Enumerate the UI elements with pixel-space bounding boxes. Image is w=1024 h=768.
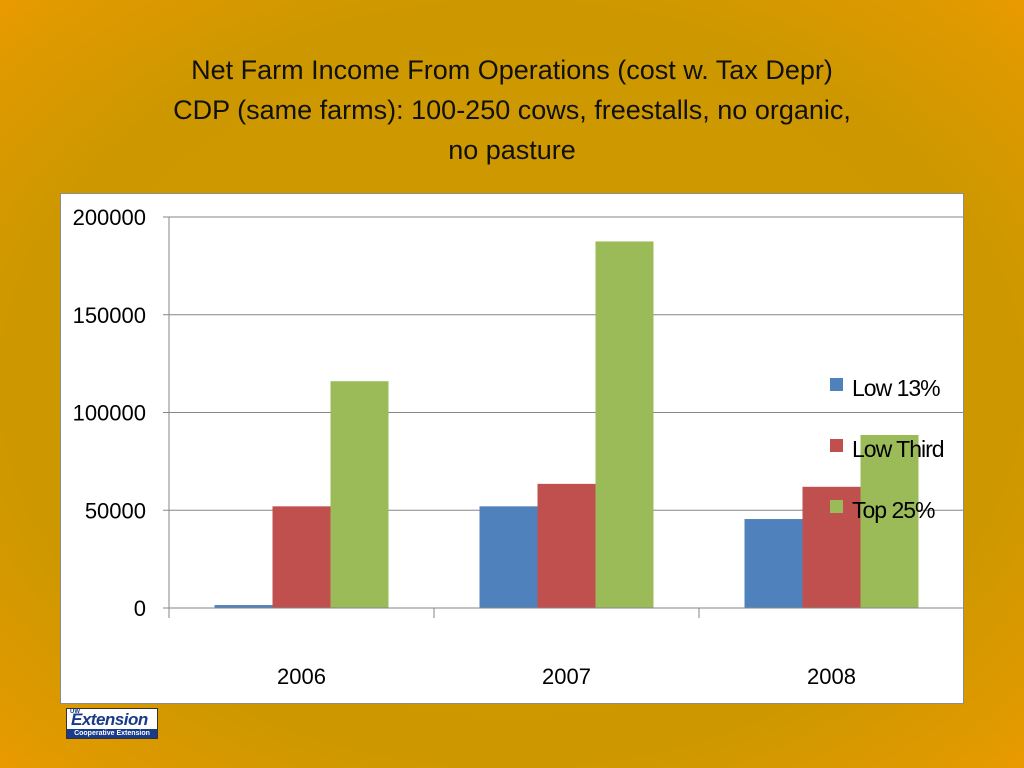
bar-low-third-2007 bbox=[537, 483, 596, 608]
bar-low-13--2007 bbox=[479, 506, 538, 608]
title-line-2: CDP (same farms): 100-250 cows, freestal… bbox=[173, 95, 851, 125]
bar-top-25--2008 bbox=[860, 434, 919, 608]
slide-title: Net Farm Income From Operations (cost w.… bbox=[40, 50, 984, 170]
logo-cooperative-text: Cooperative Extension bbox=[67, 729, 157, 738]
y-tick-label-100000: 100000 bbox=[73, 401, 146, 426]
logo-extension-text: Extension bbox=[71, 710, 148, 729]
bar-top-25--2006 bbox=[330, 381, 389, 608]
bar-low-third-2006 bbox=[272, 506, 331, 608]
uw-extension-logo: UW Extension Cooperative Extension bbox=[66, 708, 158, 739]
y-tick-label-150000: 150000 bbox=[73, 303, 146, 328]
y-tick-label-200000: 200000 bbox=[73, 205, 146, 230]
legend-label-low-third: Low Third bbox=[852, 436, 944, 462]
bar-top-25--2007 bbox=[595, 241, 654, 608]
title-line-1: Net Farm Income From Operations (cost w.… bbox=[191, 55, 833, 85]
x-tick-label-2007: 2007 bbox=[542, 664, 591, 689]
bar-low-13--2008 bbox=[744, 519, 803, 608]
y-tick-label-50000: 50000 bbox=[85, 498, 146, 523]
legend-swatch-low-third bbox=[830, 439, 843, 452]
legend-swatch-top-25- bbox=[830, 500, 843, 513]
x-tick-label-2008: 2008 bbox=[807, 664, 856, 689]
chart-area: 0 50000 100000 150000 200000 2006 2007 2008 Low … bbox=[60, 193, 964, 704]
bar-low-13--2006 bbox=[214, 605, 273, 608]
logo-uw-text: UW bbox=[70, 709, 80, 715]
legend-swatch-low-13- bbox=[830, 378, 843, 391]
title-line-3: no pasture bbox=[448, 135, 576, 165]
legend-label-low-13-: Low 13% bbox=[852, 375, 940, 401]
y-tick-label-0: 0 bbox=[134, 596, 146, 621]
x-tick-label-2006: 2006 bbox=[277, 664, 326, 689]
legend-label-top-25-: Top 25% bbox=[852, 497, 935, 523]
bar-chart: 0 50000 100000 150000 200000 2006 2007 2008 Low … bbox=[73, 205, 963, 689]
